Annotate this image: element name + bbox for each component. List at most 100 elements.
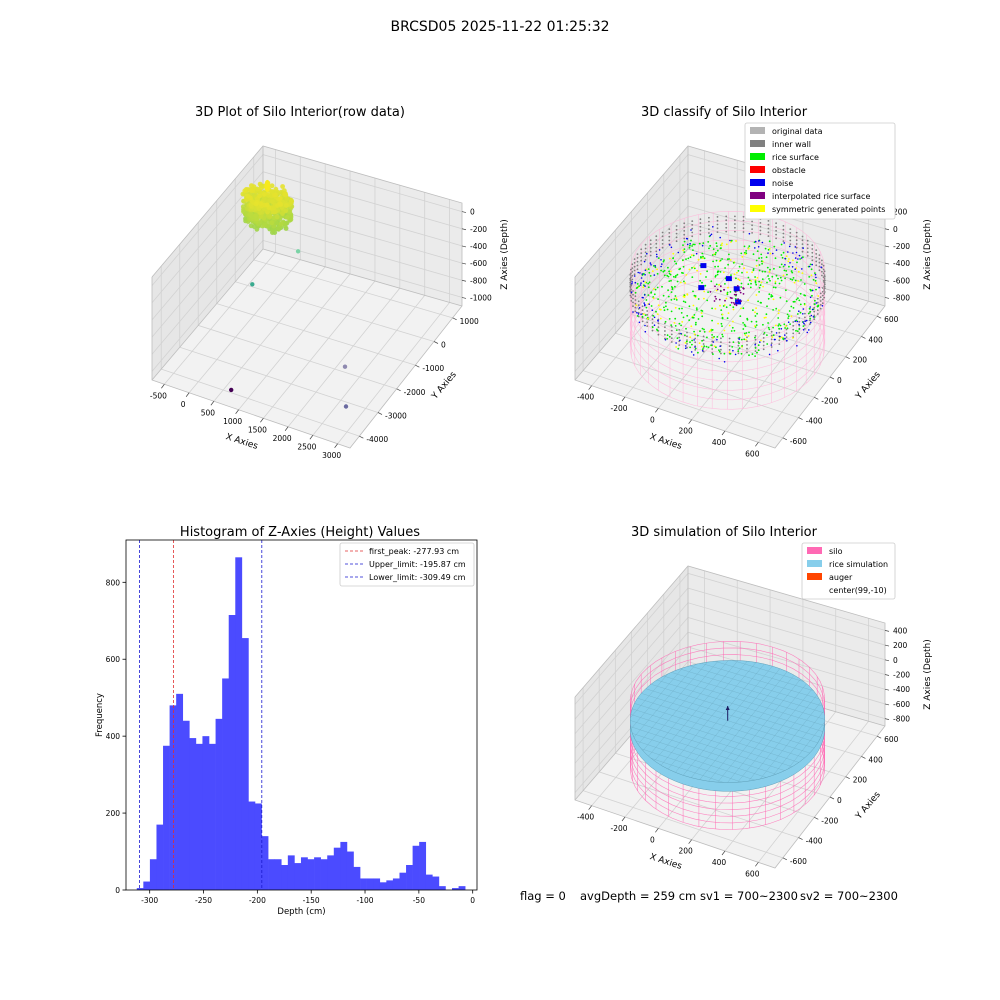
histogram-bar: [136, 888, 144, 890]
histogram-bar: [432, 876, 440, 890]
rice-surface-point: [758, 280, 761, 283]
rice-surface-point: [676, 273, 679, 276]
noise-point: [719, 345, 721, 348]
rice-surface-point: [754, 280, 757, 283]
inner-wall-point: [811, 244, 814, 247]
symmetric-point: [763, 316, 766, 319]
symmetric-point: [735, 240, 737, 242]
noise-point: [758, 240, 760, 242]
noise-point: [716, 338, 718, 341]
box-edge: [151, 248, 264, 381]
inner-wall-point: [631, 274, 634, 277]
rice-surface-point: [783, 269, 786, 272]
interpolated-point: [714, 285, 716, 288]
z-tick-label: -400: [893, 685, 910, 694]
inner-wall-point: [746, 336, 748, 339]
rice-surface-point: [670, 299, 673, 301]
rice-surface-point: [716, 245, 718, 248]
rice-surface-point: [657, 257, 660, 259]
rice-surface-point: [688, 246, 691, 249]
symmetric-point: [774, 280, 777, 283]
symmetric-point: [670, 270, 672, 273]
surface-point: [278, 221, 284, 227]
symmetric-point: [690, 325, 693, 328]
noise-point: [792, 252, 794, 254]
symmetric-point: [720, 244, 723, 247]
rice-surface-point: [799, 292, 802, 295]
inner-wall-point: [806, 247, 809, 250]
noise-point: [732, 349, 734, 352]
inner-wall-point: [821, 259, 823, 262]
histogram-bar: [209, 743, 216, 890]
z-tick: [884, 279, 890, 282]
inner-wall-point: [683, 222, 686, 225]
rice-surface-point: [758, 286, 761, 289]
interpolated-point: [723, 288, 725, 291]
rice-mesh: [760, 702, 822, 780]
rice-surface-point: [767, 322, 769, 324]
rice-surface-point: [745, 332, 748, 334]
rice-surface-point: [714, 265, 716, 268]
symmetric-point: [700, 345, 703, 348]
rice-surface-point: [800, 279, 802, 281]
histogram-bar: [320, 859, 328, 890]
noise-point: [684, 347, 687, 350]
interpolated-point: [709, 291, 712, 293]
rice-surface-point: [716, 270, 719, 273]
inner-wall-point: [664, 330, 666, 332]
rice-surface-point: [766, 266, 769, 269]
symmetric-point: [751, 271, 753, 274]
rice-surface-point: [792, 307, 795, 309]
interpolated-point: [740, 300, 742, 302]
symmetric-point: [736, 271, 738, 274]
symmetric-point: [675, 346, 677, 348]
rice-surface-point: [664, 320, 667, 323]
rice-surface-point: [719, 271, 722, 273]
rice-surface-point: [702, 242, 705, 245]
rice-surface-point: [737, 350, 740, 353]
rice-surface-point: [799, 303, 802, 306]
rice-surface-point: [694, 295, 697, 297]
y-axis-label: Y Axies: [854, 370, 883, 402]
noise-point: [804, 320, 807, 322]
rice-surface-point: [667, 289, 669, 292]
noise-point: [689, 242, 691, 245]
legend-swatch: [750, 140, 765, 147]
z-tick: [461, 262, 467, 265]
rice-surface-point: [720, 322, 723, 325]
rice-surface-point: [778, 323, 780, 325]
surface-point: [274, 214, 280, 220]
x-tick-label: -200: [610, 824, 627, 833]
symmetric-point: [721, 242, 723, 245]
x-axis-label: X Axies: [224, 432, 259, 452]
symmetric-point: [709, 329, 712, 331]
rice-surface-point: [647, 282, 650, 285]
noise-point: [712, 341, 715, 343]
inner-wall-point: [631, 267, 634, 269]
noise-point: [809, 306, 811, 308]
inner-wall-point: [629, 279, 632, 282]
rice-surface-point: [790, 305, 793, 308]
symmetric-point: [725, 297, 728, 300]
legend-swatch: [807, 573, 822, 580]
rice-surface-point: [714, 276, 717, 278]
symmetric-point: [701, 257, 704, 259]
inner-wall-point: [813, 310, 816, 313]
inner-wall-point: [633, 265, 636, 268]
inner-wall-point: [633, 258, 636, 260]
rice-surface-point: [711, 254, 714, 256]
histogram-bar: [333, 847, 341, 890]
rice-surface-point: [719, 259, 722, 262]
symmetric-point: [725, 243, 728, 246]
rice-surface-point: [701, 281, 703, 284]
inner-wall-point: [670, 333, 673, 336]
surface-point: [249, 183, 254, 189]
inner-wall-point: [823, 291, 826, 293]
inner-wall-point: [670, 329, 673, 332]
inner-wall-point: [728, 341, 731, 344]
rice-surface-point: [754, 355, 756, 357]
rice-surface-point: [663, 274, 666, 277]
noise-point: [811, 263, 813, 266]
symmetric-point: [745, 338, 747, 341]
z-tick: [884, 703, 890, 706]
